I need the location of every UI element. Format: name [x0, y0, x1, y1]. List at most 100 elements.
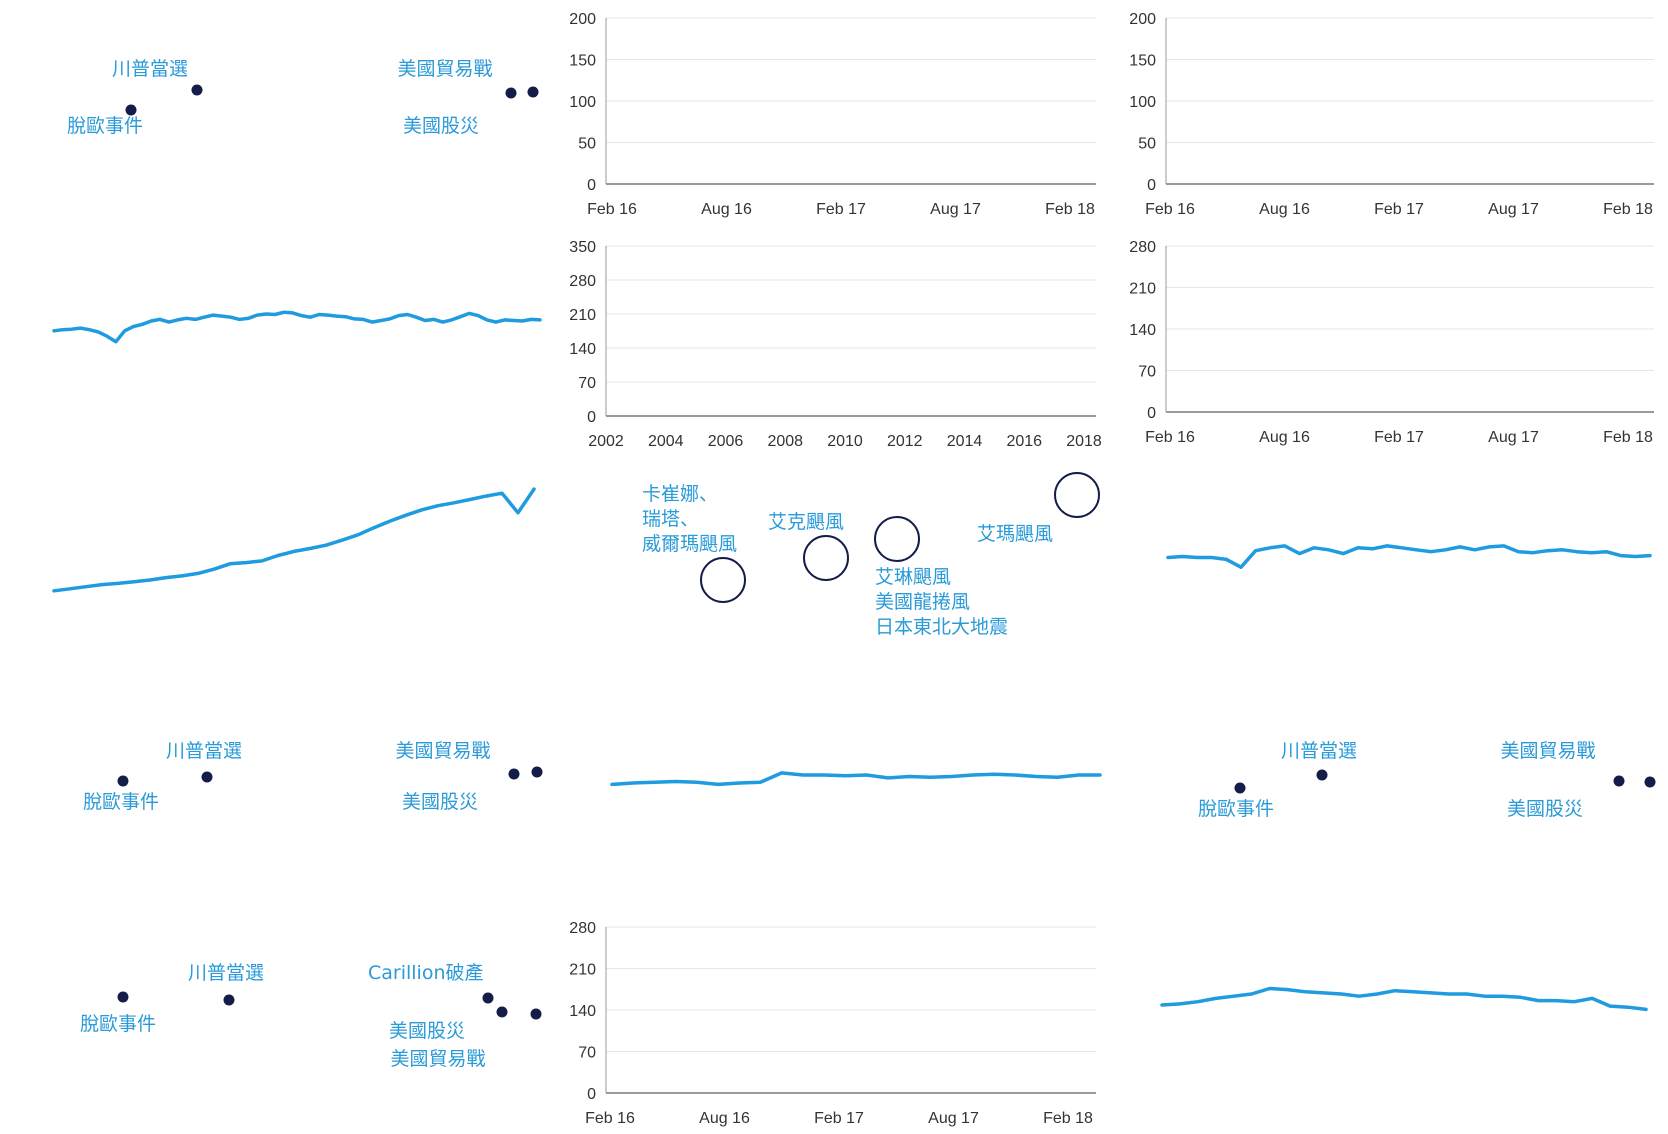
annotation-label: 脫歐事件 [67, 115, 143, 137]
series-line [1166, 544, 1652, 569]
annotation-label: 艾瑪颶風 [977, 523, 1053, 545]
y-tick-label: 210 [569, 307, 596, 324]
x-tick-label: Aug 16 [1259, 201, 1310, 218]
y-tick-label: 100 [1129, 94, 1156, 111]
x-tick-label: Feb 16 [585, 1110, 635, 1127]
chart-panel-3: 0 70 140 210 280 350 2002 2004 2006 2008 2010 2012 2… [569, 239, 1102, 450]
y-tick-label: 70 [578, 1045, 596, 1062]
y-tick-label: 350 [569, 239, 596, 256]
series-line [1160, 986, 1648, 1012]
x-tick-label: 2002 [588, 433, 624, 450]
x-tick-label: Aug 17 [930, 201, 981, 218]
annotation-label: 川普當選 [112, 58, 188, 80]
x-tick-label: Feb 16 [1145, 201, 1195, 218]
y-tick-label: 150 [569, 53, 596, 70]
y-tick-label: 50 [1138, 136, 1156, 153]
y-tick-label: 0 [1147, 405, 1156, 422]
x-tick-label: Aug 16 [699, 1110, 750, 1127]
x-tick-label: Feb 16 [1145, 429, 1195, 446]
x-tick-label: 2012 [887, 433, 923, 450]
x-tick-label: 2008 [767, 433, 803, 450]
event-dot [1316, 769, 1328, 781]
annotation-label: 日本東北大地震 [875, 616, 1008, 638]
chart-panel-5: 0 70 140 210 280 Feb 16 Aug 16 Feb 17 Aug 17 Feb … [569, 920, 1096, 1127]
y-tick-label: 70 [578, 375, 596, 392]
x-tick-label: Feb 17 [814, 1110, 864, 1127]
event-dot [117, 991, 129, 1003]
chart-panel-4: 0 70 140 210 280 Feb 16 Aug 16 Feb 17 Aug 17 Feb … [1129, 239, 1654, 446]
y-tick-label: 280 [569, 920, 596, 937]
event-dot [527, 86, 539, 98]
y-tick-label: 200 [569, 11, 596, 28]
series-line [52, 310, 542, 344]
annotation-label: 美國貿易戰 [1500, 740, 1595, 762]
annotation-group-5: 川普當選 美國貿易戰 脫歐事件 美國股災 [1198, 740, 1656, 820]
annotation-label: 威爾瑪颶風 [642, 533, 737, 555]
event-dot [1613, 775, 1625, 787]
annotation-label: 卡崔娜、 [642, 483, 718, 505]
y-tick-label: 0 [587, 1086, 596, 1103]
y-tick-label: 0 [587, 409, 596, 426]
event-dot [191, 84, 203, 96]
event-dot [531, 766, 543, 778]
event-dot [508, 768, 520, 780]
annotation-label: 美國貿易戰 [390, 1048, 485, 1070]
y-tick-label: 280 [1129, 239, 1156, 256]
annotation-label: 美國龍捲風 [875, 591, 970, 613]
x-tick-label: 2014 [947, 433, 983, 450]
annotation-label: 美國股災 [389, 1020, 465, 1042]
x-tick-label: Aug 16 [1259, 429, 1310, 446]
event-dot [482, 992, 494, 1004]
event-circle [803, 535, 849, 581]
x-tick-label: Aug 17 [1488, 201, 1539, 218]
annotation-label: 瑞塔、 [642, 508, 699, 530]
event-dot [496, 1006, 508, 1018]
event-dot [530, 1008, 542, 1020]
y-tick-label: 140 [1129, 322, 1156, 339]
event-dot [1644, 776, 1656, 788]
y-tick-label: 100 [569, 94, 596, 111]
y-tick-label: 50 [578, 136, 596, 153]
x-tick-label: Aug 17 [928, 1110, 979, 1127]
event-circle [874, 516, 920, 562]
annotation-label: 美國股災 [403, 115, 479, 137]
x-tick-label: Feb 18 [1603, 429, 1653, 446]
annotation-label: 脫歐事件 [1198, 798, 1274, 820]
annotation-label: Carillion破產 [368, 962, 484, 984]
x-tick-label: 2004 [648, 433, 684, 450]
annotation-group-1: 川普當選 美國貿易戰 脫歐事件 美國股災 [67, 58, 539, 137]
annotation-label: 川普當選 [166, 740, 242, 762]
annotation-label: 川普當選 [1281, 740, 1357, 762]
x-tick-label: 2010 [827, 433, 863, 450]
event-circle [1054, 472, 1100, 518]
y-tick-label: 140 [569, 341, 596, 358]
y-tick-label: 0 [587, 177, 596, 194]
event-dot [1234, 782, 1246, 794]
x-tick-label: Aug 17 [1488, 429, 1539, 446]
x-tick-label: Feb 16 [587, 201, 637, 218]
annotation-group-hurricanes: 卡崔娜、 瑞塔、 威爾瑪颶風 艾克颶風 艾瑪颶風 艾琳颶風 美國龍捲風 日本東北… [642, 472, 1100, 638]
x-tick-label: 2006 [708, 433, 744, 450]
chart-panel-1: 0 50 100 150 200 Feb 16 Aug 16 Feb 17 Aug 17 Feb … [569, 11, 1096, 218]
annotation-label: 脫歐事件 [83, 791, 159, 813]
x-tick-label: Feb 17 [1374, 201, 1424, 218]
annotation-group-4: 川普當選 美國貿易戰 脫歐事件 美國股災 [83, 740, 543, 813]
x-tick-label: Aug 16 [701, 201, 752, 218]
series-line [52, 487, 536, 593]
y-tick-label: 280 [569, 273, 596, 290]
event-dot [201, 771, 213, 783]
x-tick-label: 2018 [1066, 433, 1102, 450]
x-tick-label: 2016 [1006, 433, 1042, 450]
annotation-label: 川普當選 [188, 962, 264, 984]
event-dot [125, 104, 137, 116]
y-tick-label: 210 [1129, 281, 1156, 298]
annotation-label: 美國股災 [402, 791, 478, 813]
y-tick-label: 70 [1138, 364, 1156, 381]
x-tick-label: Feb 17 [1374, 429, 1424, 446]
annotation-label: 美國股災 [1507, 798, 1583, 820]
x-tick-label: Feb 18 [1043, 1110, 1093, 1127]
x-tick-label: Feb 18 [1603, 201, 1653, 218]
annotation-label: 艾琳颶風 [875, 566, 951, 588]
annotation-group-6: 川普當選 Carillion破產 脫歐事件 美國股災 美國貿易戰 [80, 962, 542, 1070]
